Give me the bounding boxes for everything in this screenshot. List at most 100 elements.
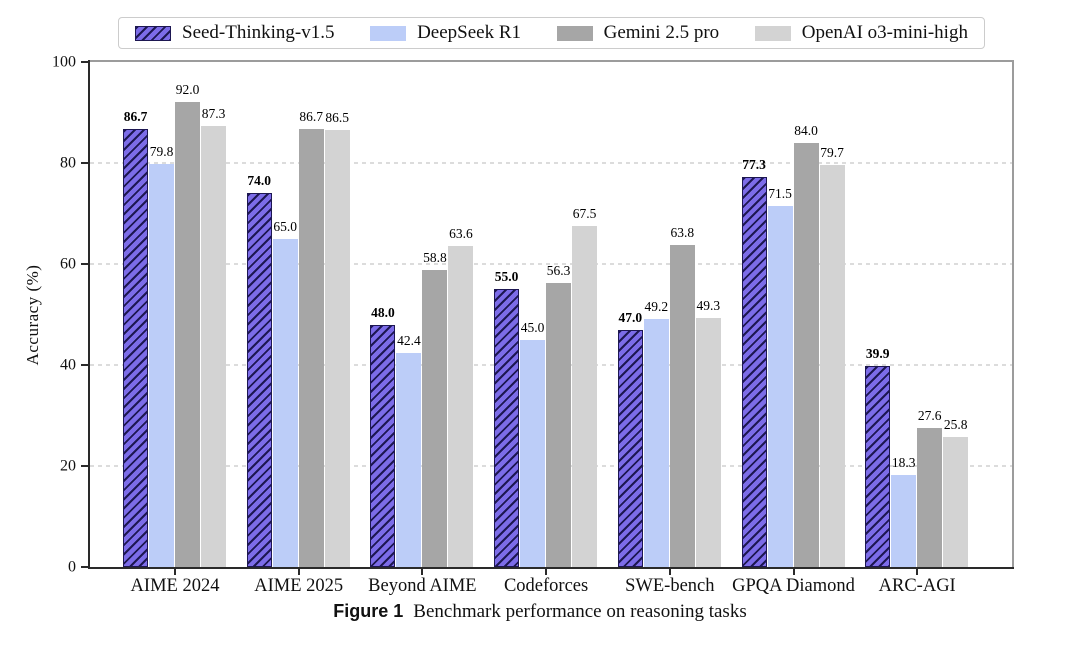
- bar-value-label: 71.5: [768, 185, 792, 201]
- x-tick-5: [668, 569, 671, 575]
- bar-s3-g1: [175, 102, 200, 567]
- y-tick-0: [81, 566, 88, 568]
- figure-caption-label: Figure 1: [333, 601, 404, 621]
- x-tick-label-2: AIME 2025: [254, 576, 344, 596]
- x-tick-3: [421, 569, 424, 575]
- y-tick-label-40: 40: [60, 356, 76, 374]
- bar-value-label: 92.0: [175, 82, 200, 98]
- y-tick-label-60: 60: [60, 255, 76, 273]
- legend-swatch-2: [370, 25, 407, 41]
- bar-s3-g6: [793, 142, 819, 567]
- bar-value-label: 47.0: [618, 309, 643, 325]
- y-axis-title: Accuracy (%): [23, 264, 42, 365]
- x-axis-line: [88, 567, 1014, 569]
- legend-swatch-1: [135, 25, 171, 41]
- bar-value-label: 86.7: [299, 109, 323, 125]
- bar-value-label: 84.0: [794, 122, 818, 138]
- y-tick-label-80: 80: [60, 154, 76, 172]
- legend-item-1: Seed-Thinking-v1.5: [135, 22, 335, 44]
- gridline-80: [90, 162, 1012, 164]
- plot-area: Accuracy (%) 0 20 40 60 80 100 AIME 2024 86.7 79…: [23, 53, 1014, 596]
- x-tick-label-6: GPQA Diamond: [732, 576, 855, 596]
- bar-s2-g1: [149, 164, 174, 567]
- legend-item-2: DeepSeek R1: [370, 22, 521, 44]
- bar-s1-g1: [123, 129, 148, 567]
- bar-value-label: 42.4: [397, 332, 421, 348]
- y-tick-100: [81, 61, 88, 63]
- bar-value-label: 58.8: [423, 250, 447, 266]
- bar-s2-g2: [272, 238, 298, 567]
- figure-caption: Figure 1 Benchmark performance on reasoni…: [0, 601, 1080, 623]
- bar-s4-g6: [819, 164, 845, 567]
- figure-caption-text: Benchmark performance on reasoning tasks: [413, 601, 747, 622]
- bar-s2-g3: [396, 352, 422, 567]
- gridline-60: [90, 263, 1012, 265]
- bar-value-label: 27.6: [917, 407, 942, 423]
- bar-s3-g2: [298, 129, 324, 567]
- bar-s3-g3: [422, 270, 448, 567]
- bar-s1-g2: [246, 193, 272, 567]
- y-tick-label-20: 20: [60, 457, 76, 475]
- bar-value-label: 86.5: [325, 110, 349, 126]
- bar-s1-g3: [370, 324, 396, 567]
- bar-value-label: 39.9: [865, 345, 890, 361]
- bar-s4-g7: [943, 436, 969, 567]
- y-tick-40: [81, 364, 88, 366]
- bar-s3-g7: [917, 427, 943, 567]
- bar-value-label: 49.2: [644, 298, 669, 314]
- bar-s4-g5: [695, 318, 721, 567]
- x-tick-1: [174, 569, 176, 575]
- bar-s2-g5: [643, 318, 669, 567]
- legend-label: OpenAI o3-mini-high: [801, 22, 968, 43]
- legend-swatch-4: [754, 25, 791, 41]
- bar-value-label: 63.8: [670, 224, 695, 240]
- bar-value-label: 25.8: [943, 416, 968, 432]
- x-tick-label-5: SWE-bench: [625, 576, 715, 596]
- bar-value-label: 63.6: [449, 225, 473, 241]
- x-tick-4: [545, 569, 548, 575]
- left-spine: [88, 60, 90, 569]
- x-tick-label-7: ARC-AGI: [878, 576, 956, 596]
- bar-s4-g3: [448, 245, 474, 567]
- bar-s1-g4: [494, 289, 520, 567]
- y-tick-label-0: 0: [68, 558, 76, 576]
- y-tick-80: [81, 162, 88, 164]
- right-spine: [1012, 60, 1014, 569]
- bar-value-label: 65.0: [273, 218, 297, 234]
- bar-value-label: 67.5: [572, 206, 597, 222]
- legend-swatch-3: [556, 25, 593, 41]
- bar-value-label: 87.3: [201, 106, 226, 122]
- bar-value-label: 77.3: [742, 156, 766, 172]
- x-tick-2: [297, 569, 300, 575]
- y-tick-label-100: 100: [52, 53, 76, 71]
- bar-value-label: 48.0: [371, 304, 395, 320]
- bar-value-label: 49.3: [696, 298, 721, 314]
- bar-s4-g1: [201, 126, 226, 567]
- legend-item-3: Gemini 2.5 pro: [556, 22, 720, 44]
- bar-value-label: 18.3: [891, 454, 916, 470]
- bar-s4-g4: [572, 226, 598, 567]
- bar-value-label: 79.8: [149, 144, 174, 160]
- top-spine: [88, 60, 1014, 62]
- x-tick-label-3: Beyond AIME: [368, 576, 477, 596]
- bar-s1-g6: [741, 176, 767, 567]
- legend-label: Gemini 2.5 pro: [603, 22, 720, 43]
- bar-value-label: 79.7: [820, 144, 844, 160]
- bar-s2-g6: [767, 205, 793, 567]
- bar-s4-g2: [324, 130, 350, 567]
- bar-value-label: 45.0: [520, 319, 545, 335]
- bar-value-label: 56.3: [546, 262, 571, 278]
- chart-legend: Seed-Thinking-v1.5 DeepSeek R1 Gemini 2.5 …: [118, 17, 985, 49]
- bar-s1-g5: [617, 329, 643, 567]
- legend-label: Seed-Thinking-v1.5: [182, 22, 335, 43]
- bar-value-label: 55.0: [494, 269, 519, 285]
- x-tick-6: [792, 569, 795, 575]
- x-tick-label-4: Codeforces: [503, 576, 589, 596]
- x-tick-label-1: AIME 2024: [130, 576, 220, 596]
- y-tick-60: [81, 263, 88, 265]
- bar-s3-g5: [669, 244, 695, 567]
- x-tick-7: [916, 569, 919, 575]
- y-tick-20: [81, 465, 88, 467]
- bar-s2-g4: [520, 339, 546, 567]
